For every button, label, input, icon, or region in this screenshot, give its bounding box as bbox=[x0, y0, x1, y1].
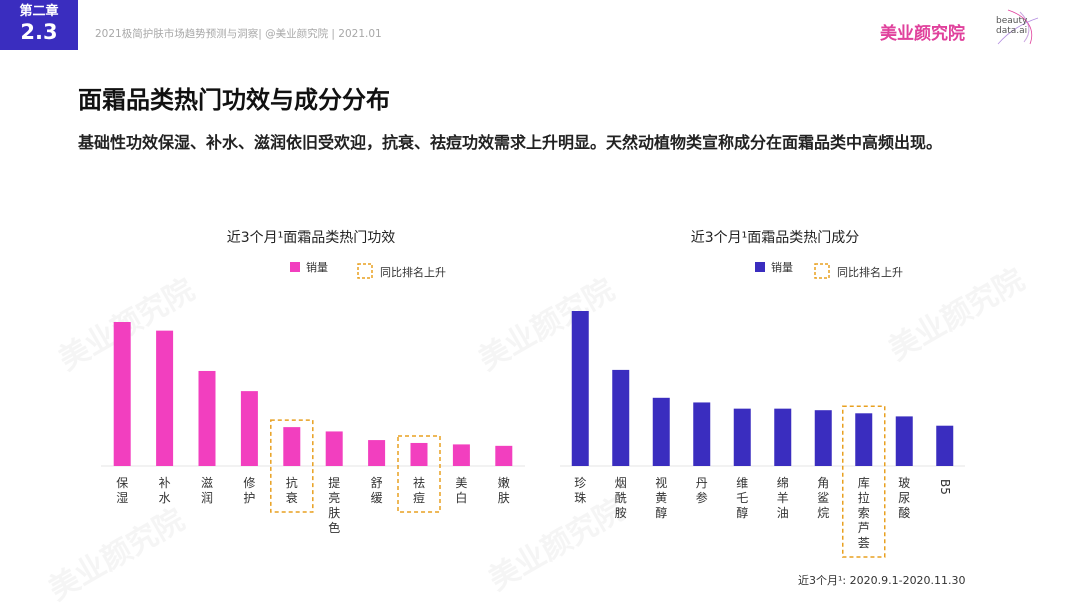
category-label: 玻尿酸 bbox=[898, 476, 910, 520]
bar-珍珠 bbox=[571, 311, 589, 466]
legend-swatch-sales bbox=[755, 262, 765, 272]
brand-logo: 美业颜究院 beauty data.ai bbox=[880, 8, 1040, 48]
logo-subtext: beauty data.ai bbox=[996, 16, 1027, 36]
bar-维E醇 bbox=[733, 408, 751, 466]
bar-B5 bbox=[936, 425, 954, 466]
bar-美白 bbox=[452, 444, 470, 466]
bar-丹参 bbox=[693, 402, 711, 466]
category-label: 保湿 bbox=[116, 476, 128, 505]
category-label: 补水 bbox=[159, 476, 171, 505]
highlight-box-库拉索芦荟 bbox=[842, 405, 886, 558]
logo-sub-beauty: beauty bbox=[996, 16, 1028, 26]
bar-祛痘 bbox=[410, 442, 428, 466]
highlight-box-抗衰 bbox=[270, 419, 314, 513]
bar-视黄醇 bbox=[652, 397, 670, 466]
category-label: B5 bbox=[938, 479, 952, 495]
bar-保湿 bbox=[113, 322, 131, 466]
bar-滋润 bbox=[198, 370, 216, 466]
bar-嫩肤 bbox=[495, 445, 513, 466]
bar-库拉索芦荟 bbox=[855, 413, 873, 466]
bar-补水 bbox=[156, 330, 174, 466]
chart-title: 近3个月¹面霜品类热门功效 bbox=[227, 230, 396, 246]
category-label: 舒缓 bbox=[371, 476, 383, 505]
category-label: 丹参 bbox=[696, 476, 708, 505]
lead-text: 基础性功效保湿、补水、滋润依旧受欢迎，抗衰、祛痘功效需求上升明显。天然动植物类宣… bbox=[78, 133, 943, 152]
category-label: 修护 bbox=[243, 475, 255, 505]
bar-修护 bbox=[240, 391, 258, 466]
category-label: 绵羊油 bbox=[777, 476, 789, 520]
legend-swatch-rank-up bbox=[814, 263, 830, 279]
category-label: 视黄醇 bbox=[655, 475, 667, 520]
category-label: 嫩肤 bbox=[498, 476, 510, 505]
legend-swatch-rank-up bbox=[357, 263, 373, 279]
chapter-label: 第二章 bbox=[19, 4, 59, 19]
legend-label-sales: 销量 bbox=[771, 260, 793, 274]
report-header-line: 2021极简护肤市场趋势预测与洞察| @美业颜究院 | 2021.01 bbox=[95, 28, 382, 40]
category-label: 提亮肤色 bbox=[328, 475, 340, 535]
footnote: 近3个月¹: 2020.9.1-2020.11.30 bbox=[798, 574, 966, 587]
category-label: 滋润 bbox=[201, 476, 213, 505]
category-label: 维乇醇 bbox=[736, 476, 748, 520]
bar-烟酰胺 bbox=[612, 369, 630, 466]
category-label: 抗衰 bbox=[286, 475, 298, 505]
logo-text: 美业颜究院 bbox=[880, 24, 965, 44]
chapter-badge: 第二章 2.3 bbox=[0, 0, 78, 50]
category-label: 角鲨烷 bbox=[817, 476, 829, 520]
category-label: 祛痘 bbox=[413, 476, 425, 505]
logo-sub-data: data.ai bbox=[996, 26, 1028, 36]
bar-玻尿酸 bbox=[895, 416, 913, 466]
bar-角鲨烷 bbox=[814, 410, 832, 466]
legend-label-rank-up: 同比排名上升 bbox=[380, 265, 446, 279]
category-label: 珍珠 bbox=[574, 476, 586, 505]
legend-swatch-sales bbox=[290, 262, 300, 272]
category-label: 美白 bbox=[455, 476, 467, 505]
category-label: 库拉索芦荟 bbox=[858, 475, 870, 550]
legend-label-rank-up: 同比排名上升 bbox=[837, 265, 903, 279]
legend-label-sales: 销量 bbox=[306, 260, 328, 274]
bar-抗衰 bbox=[283, 427, 301, 466]
bar-提亮肤色 bbox=[325, 431, 343, 466]
bar-绵羊油 bbox=[774, 408, 792, 466]
logo-swirl-icon bbox=[997, 9, 1039, 45]
chart-title: 近3个月¹面霜品类热门成分 bbox=[691, 230, 860, 246]
bar-舒缓 bbox=[368, 440, 386, 466]
page-title: 面霜品类热门功效与成分分布 bbox=[78, 86, 390, 114]
category-label: 烟酰胺 bbox=[615, 476, 627, 520]
highlight-box-祛痘 bbox=[397, 435, 441, 513]
chapter-number: 2.3 bbox=[20, 20, 58, 44]
